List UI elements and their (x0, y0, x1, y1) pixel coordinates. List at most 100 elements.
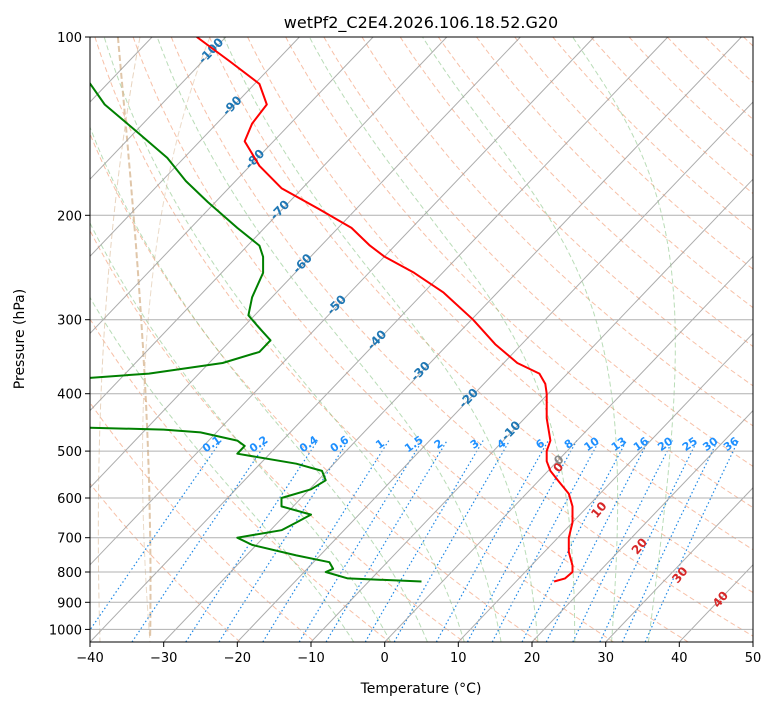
grid-lines (0, 37, 753, 642)
moist-adiabat-label: 30 (669, 564, 690, 586)
dry-adiabat (208, 37, 753, 594)
dry-adiabat (285, 37, 753, 509)
mixing-ratio-line (491, 440, 600, 642)
profiles (90, 37, 574, 583)
y-tick-label: 800 (57, 566, 82, 581)
isotherm-label: -30 (408, 359, 433, 384)
isotherm-label: -90 (220, 93, 245, 118)
moist-adiabat-label: 20 (629, 535, 650, 557)
isotherm-line (163, 37, 742, 642)
mixing-ratio-line (262, 440, 390, 642)
mixing-ratio-line (90, 440, 222, 632)
mixing-ratio-line (545, 440, 650, 642)
y-tick-label: 700 (57, 532, 82, 547)
dry-adiabat (90, 482, 241, 642)
temperature-profile (196, 37, 574, 583)
isotherm-line (90, 37, 227, 180)
isotherm-line (384, 255, 753, 642)
mixing-ratio-line (185, 440, 319, 642)
y-tick-label: 300 (57, 314, 82, 329)
x-tick-label: −10 (297, 651, 324, 666)
isotherm-line (752, 641, 753, 642)
dry-adiabat (437, 37, 753, 348)
y-axis-label: Pressure (hPa) (12, 289, 28, 389)
dry-adiabat (90, 401, 316, 642)
isotherm-line (0, 37, 5, 642)
y-tick-label: 600 (57, 492, 82, 507)
x-tick-label: −40 (76, 651, 103, 666)
dewpoint-profile (90, 81, 422, 583)
mixing-ratio-line (599, 440, 698, 642)
dry-adiabat (170, 37, 753, 637)
isotherm-line (90, 37, 300, 258)
dry-adiabat (90, 132, 540, 642)
boundary-curve (142, 37, 211, 642)
x-tick-label: 20 (524, 651, 541, 666)
dry-adiabat (399, 37, 753, 387)
isotherm-line (605, 487, 753, 642)
isotherm-label: -70 (267, 197, 292, 222)
boundary-curve (97, 37, 141, 642)
x-tick-label: 50 (745, 651, 762, 666)
moist-adiabat (103, 37, 465, 642)
isotherm-line (90, 37, 448, 412)
dry-adiabat (476, 37, 753, 309)
background-lines (90, 37, 753, 642)
mixing-ratio-line (572, 440, 674, 642)
y-tick-label: 1000 (49, 623, 82, 638)
dry-adiabat (361, 37, 753, 427)
isotherm-line (457, 332, 753, 642)
mixing-ratio-label: 0.2 (247, 433, 270, 455)
y-tick-label: 400 (57, 388, 82, 403)
isotherm-line (90, 37, 669, 642)
mixing-ratio-line (466, 440, 578, 642)
isotherm-line (531, 409, 753, 642)
dry-adiabat (323, 37, 753, 467)
dry-adiabat (247, 37, 753, 551)
x-tick-label: 10 (450, 651, 467, 666)
x-tick-label: 0 (381, 651, 389, 666)
mixing-ratio-label: 1 (373, 437, 387, 452)
x-axis-label: Temperature (°C) (360, 681, 482, 697)
mixing-ratio-line (393, 440, 511, 642)
mixing-ratio-label: 1.5 (402, 433, 425, 455)
dry-adiabat (90, 318, 390, 642)
y-tick-label: 200 (57, 209, 82, 224)
x-tick-label: −20 (224, 651, 251, 666)
y-tick-label: 100 (57, 31, 82, 46)
dry-adiabat (743, 37, 753, 47)
isotherm-label: -50 (324, 292, 349, 317)
moist-adiabat (223, 37, 539, 642)
dry-adiabat (514, 37, 753, 270)
moist-adiabat (90, 221, 392, 642)
isotherm-line (90, 37, 374, 335)
x-tick-label: 30 (597, 651, 614, 666)
mixing-ratio-line (435, 440, 549, 642)
moist-adiabat (156, 37, 502, 642)
mixing-ratio-label: 2 (432, 437, 446, 452)
axes: −40 −30 −20 −10 0 10 20 30 40 50 1000 900 800 700 600 5… (49, 31, 761, 666)
x-tick-label: −30 (150, 651, 177, 666)
isotherm-line (90, 37, 595, 566)
mixing-ratio-line (325, 440, 448, 642)
mixing-ratio-label: 3 (468, 437, 482, 452)
moist-adiabat (572, 37, 676, 642)
mixing-ratio-line (644, 440, 739, 642)
dry-adiabat (94, 37, 614, 642)
isotherm-label: -40 (364, 327, 389, 352)
plot-frame (89, 36, 754, 643)
mixing-ratio-label: 6 (533, 437, 547, 452)
mixing-ratio-line (218, 440, 349, 642)
x-tick-label: 40 (671, 651, 688, 666)
dry-adiabat (132, 37, 689, 642)
mixing-ratio-line (298, 440, 423, 642)
isotherm-line (678, 564, 753, 642)
mixing-ratio-label: 0.4 (297, 433, 321, 455)
isotherm-line (90, 37, 521, 489)
chart-title: wetPf2_C2E4.2026.106.18.52.G20 (284, 13, 558, 33)
isotherm-line (236, 101, 753, 642)
mixing-ratio-label: 0.6 (328, 433, 352, 455)
isotherm-line (310, 178, 753, 642)
dry-adiabat (552, 37, 753, 232)
